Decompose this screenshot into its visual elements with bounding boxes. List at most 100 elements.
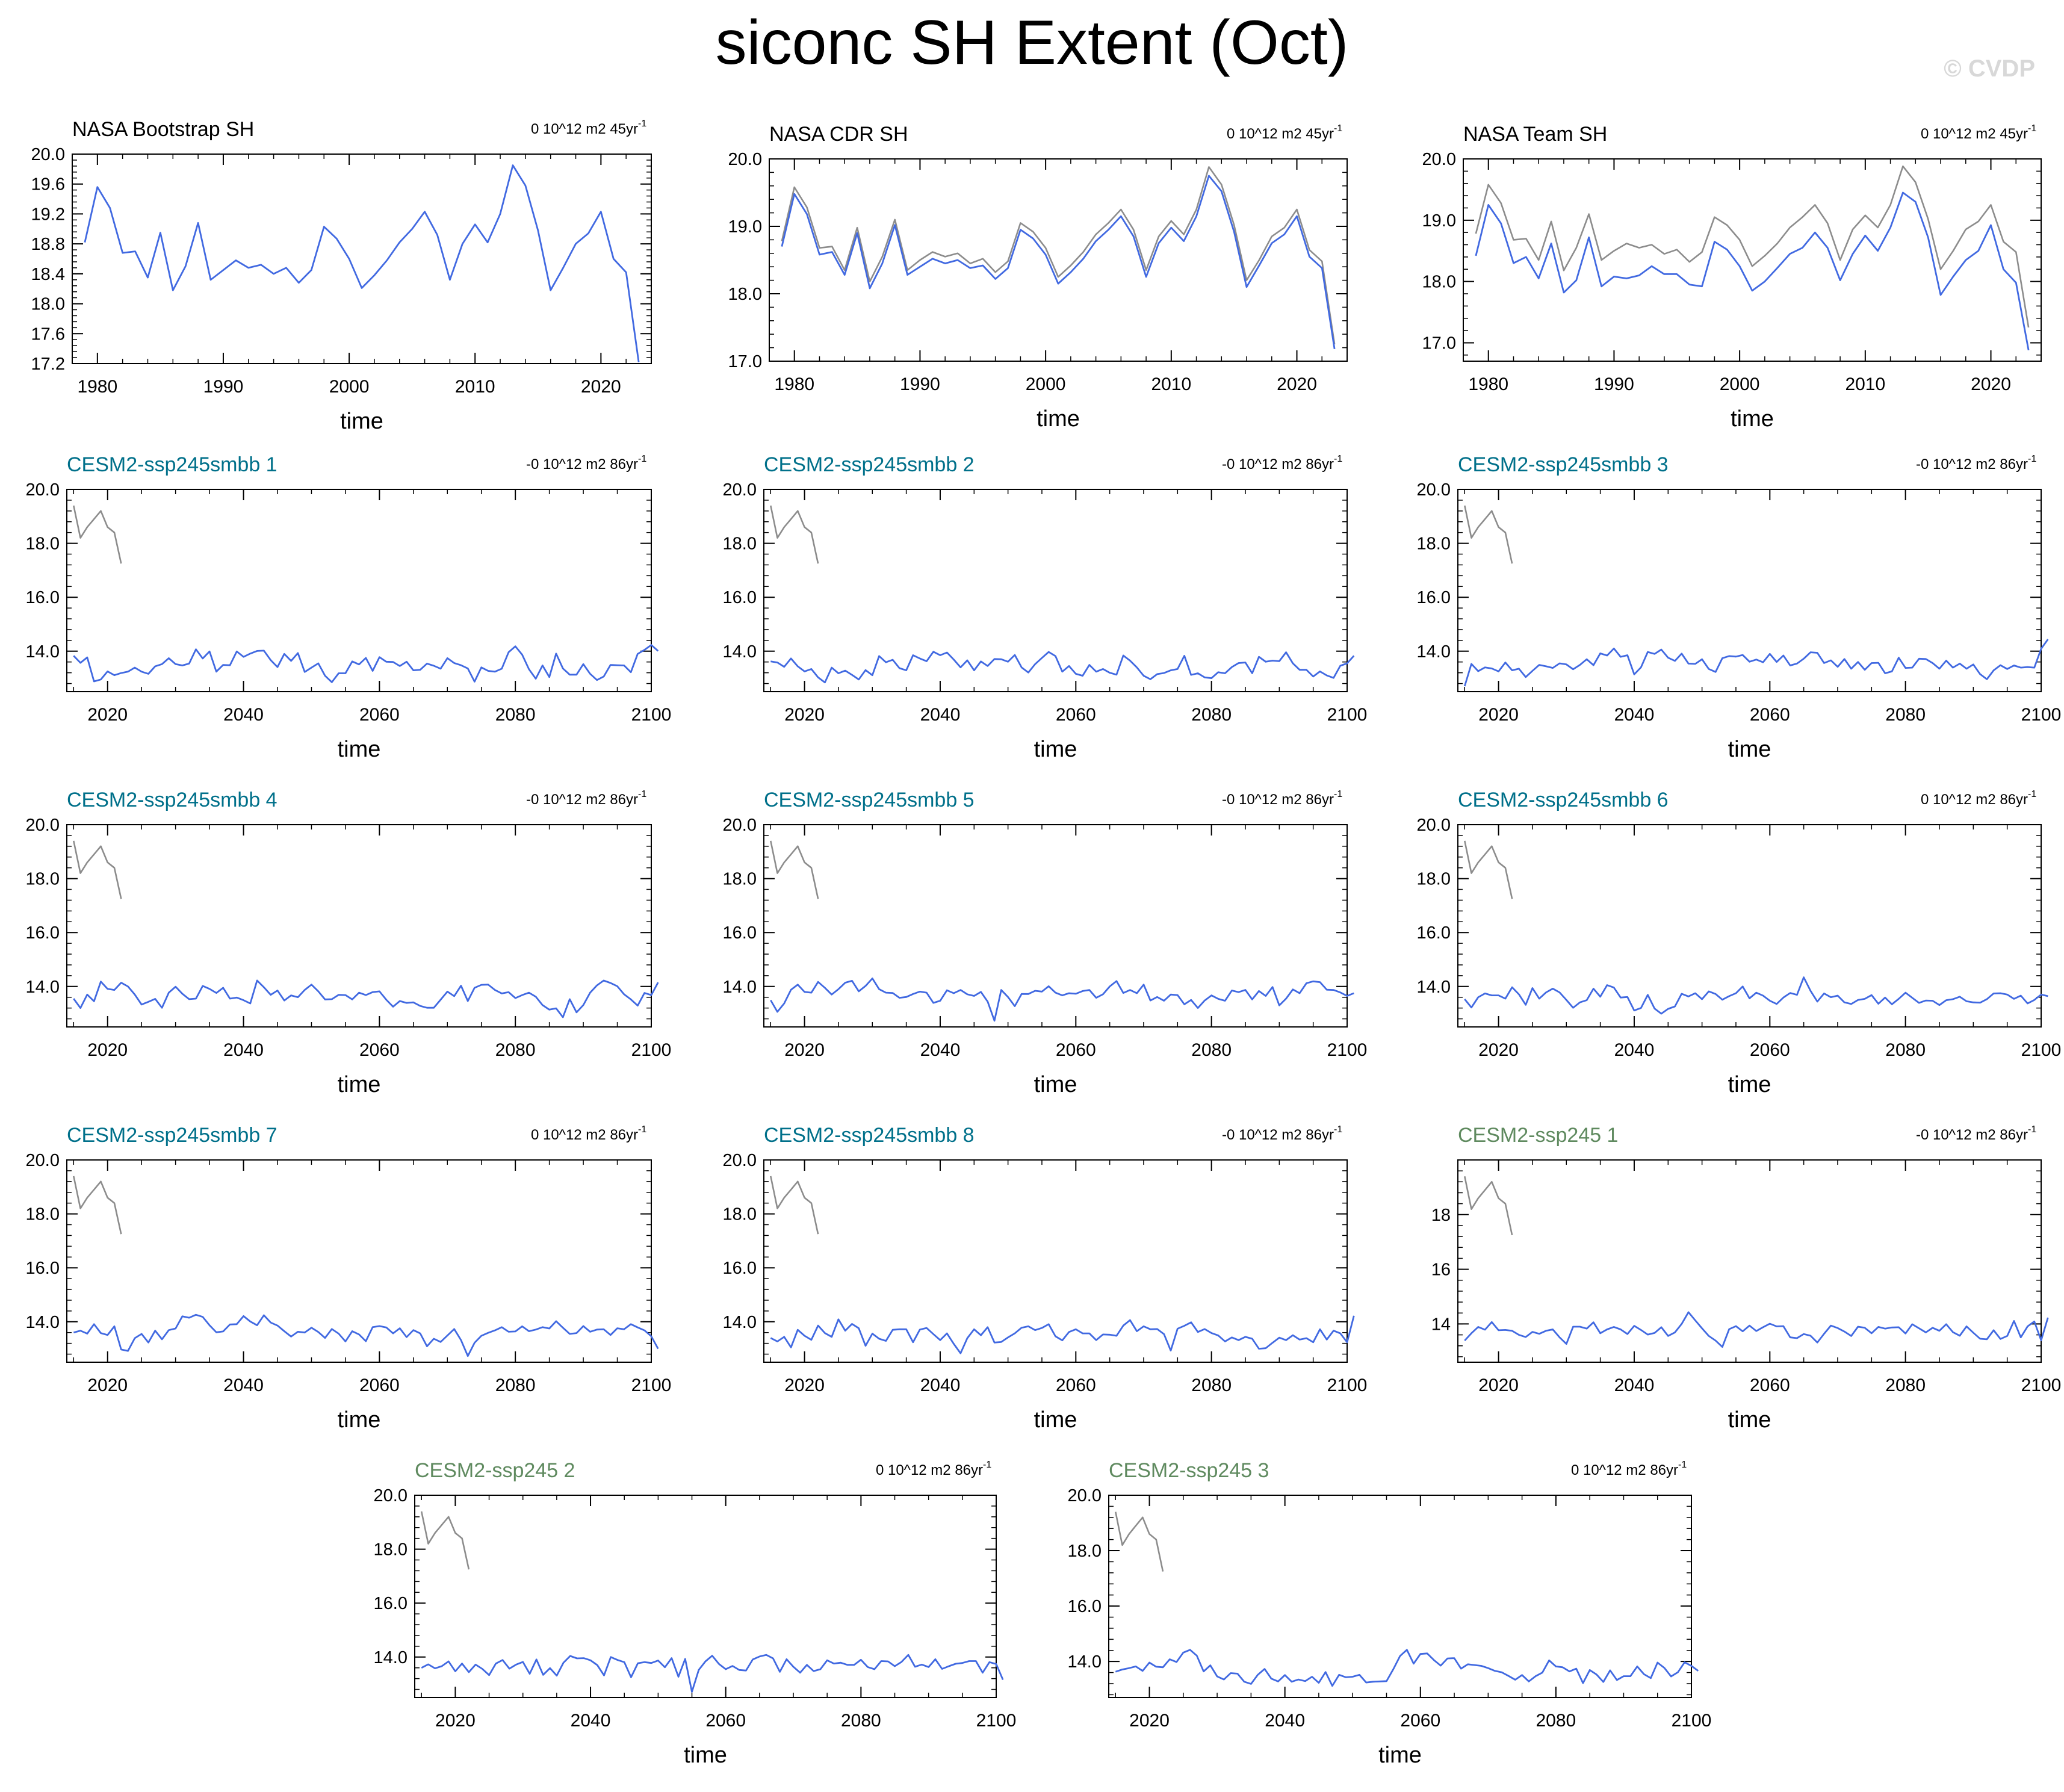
model-series-line bbox=[1464, 976, 2048, 1015]
plot-frame bbox=[1463, 158, 2042, 362]
x-tick-label: 2040 bbox=[1614, 1040, 1655, 1060]
x-tick-label: 2020 bbox=[784, 1375, 825, 1395]
observation-series-line bbox=[1464, 840, 1513, 899]
y-tick-label: 18.0 bbox=[1422, 273, 1456, 292]
x-tick-label: 2080 bbox=[1191, 1375, 1232, 1395]
y-tick-label: 16.0 bbox=[26, 588, 60, 607]
chart-panel: 1980 1990 2000 2010 2020 17.0 18.0 19.0 20.0 NASA… bbox=[728, 123, 1348, 432]
x-axis-label: time bbox=[1728, 1407, 1771, 1433]
y-tick-label: 18.0 bbox=[1417, 870, 1451, 889]
trend-superscript: -1 bbox=[2028, 123, 2036, 134]
panel-title: NASA Team SH bbox=[1463, 123, 1607, 146]
chart-panel: 2020 2040 2060 2080 2100 14.0 16.0 18.0 20.0 CESM… bbox=[723, 789, 1368, 1097]
y-tick-label: 18.0 bbox=[1068, 1542, 1102, 1561]
trend-label: 0 10^12 m2 45yr bbox=[1227, 126, 1334, 142]
x-tick-label: 2100 bbox=[1327, 705, 1368, 725]
y-tick-label: 18.0 bbox=[26, 535, 60, 554]
y-tick-label: 18.8 bbox=[31, 235, 65, 254]
chart-panel: 2020 2040 2060 2080 2100 14.0 16.0 18.0 20.0 CESM… bbox=[26, 453, 672, 762]
y-tick-label: 16.0 bbox=[374, 1594, 408, 1613]
trend-superscript: -1 bbox=[638, 1124, 646, 1135]
y-tick-label: 20.0 bbox=[26, 1151, 60, 1170]
y-tick-label: 18.0 bbox=[723, 535, 757, 554]
x-axis-label: time bbox=[1037, 406, 1080, 432]
y-tick-label: 20.0 bbox=[31, 145, 65, 164]
plot-frame bbox=[66, 489, 652, 692]
observation-series-line bbox=[781, 166, 1336, 345]
chart-panel: 2020 2040 2060 2080 2100 14.0 16.0 18.0 20.0 CESM… bbox=[26, 1124, 672, 1433]
x-tick-label: 2060 bbox=[359, 705, 400, 725]
x-tick-label: 2020 bbox=[87, 1040, 128, 1060]
x-tick-label: 2020 bbox=[87, 1375, 128, 1395]
x-tick-label: 2080 bbox=[1885, 705, 1926, 725]
model-series-line bbox=[1475, 191, 2030, 350]
y-tick-label: 18.0 bbox=[374, 1540, 408, 1560]
y-tick-label: 16.0 bbox=[1068, 1597, 1102, 1616]
panel-title: CESM2-ssp245smbb 6 bbox=[1458, 789, 1669, 811]
trend-superscript: -1 bbox=[1334, 454, 1342, 464]
chart-panel: 2020 2040 2060 2080 2100 14.0 16.0 18.0 20.0 CESM… bbox=[723, 453, 1368, 762]
y-tick-label: 14.0 bbox=[723, 1313, 757, 1332]
x-tick-label: 2040 bbox=[920, 1375, 961, 1395]
x-axis-label: time bbox=[1034, 737, 1077, 762]
y-tick-label: 17.0 bbox=[728, 352, 762, 371]
x-tick-label: 2080 bbox=[1191, 1040, 1232, 1060]
x-tick-label: 2100 bbox=[631, 1375, 672, 1395]
y-tick-label: 20.0 bbox=[1417, 816, 1451, 835]
x-tick-label: 2040 bbox=[223, 1375, 264, 1395]
y-tick-label: 20.0 bbox=[1068, 1486, 1102, 1505]
plot-frame bbox=[414, 1495, 997, 1698]
x-tick-label: 2060 bbox=[1400, 1711, 1440, 1731]
trend-label: -0 10^12 m2 86yr bbox=[1222, 792, 1334, 808]
model-series-line bbox=[770, 651, 1355, 684]
x-tick-label: 2100 bbox=[631, 1040, 672, 1060]
observation-series-line bbox=[1115, 1511, 1164, 1572]
plot-frame bbox=[66, 824, 652, 1028]
trend-label: 0 10^12 m2 45yr bbox=[1921, 126, 2028, 142]
y-tick-label: 20.0 bbox=[723, 816, 757, 835]
x-tick-label: 2060 bbox=[1056, 705, 1096, 725]
y-tick-label: 18 bbox=[1431, 1206, 1451, 1225]
x-tick-label: 2020 bbox=[435, 1711, 476, 1731]
model-series-line bbox=[84, 164, 640, 362]
trend-superscript: -1 bbox=[983, 1460, 991, 1470]
watermark: © CVDP bbox=[1944, 55, 2035, 82]
y-tick-label: 18.0 bbox=[723, 1205, 757, 1224]
y-tick-label: 14.0 bbox=[1068, 1652, 1102, 1672]
x-axis-label: time bbox=[1731, 406, 1774, 432]
y-tick-label: 16.0 bbox=[723, 923, 757, 943]
observation-series-line bbox=[770, 1176, 819, 1235]
figure-title: siconc SH Extent (Oct) bbox=[715, 8, 1349, 78]
x-axis-label: time bbox=[340, 409, 383, 434]
x-tick-label: 2060 bbox=[359, 1375, 400, 1395]
x-tick-label: 2020 bbox=[1129, 1711, 1170, 1731]
trend-label: -0 10^12 m2 86yr bbox=[1222, 1127, 1334, 1143]
y-tick-label: 16.0 bbox=[1417, 923, 1451, 943]
chart-panel: 2020 2040 2060 2080 2100 14.0 16.0 18.0 20.0 CESM… bbox=[1417, 453, 2062, 762]
x-axis-label: time bbox=[1378, 1743, 1422, 1768]
trend-superscript: -1 bbox=[638, 119, 646, 129]
x-tick-label: 2000 bbox=[1720, 374, 1760, 394]
x-axis-label: time bbox=[1034, 1072, 1077, 1097]
x-tick-label: 2040 bbox=[920, 1040, 961, 1060]
x-tick-label: 2060 bbox=[705, 1711, 746, 1731]
x-tick-label: 2000 bbox=[329, 377, 370, 397]
model-series-line bbox=[73, 979, 659, 1018]
x-tick-label: 2100 bbox=[2021, 705, 2062, 725]
trend-label: 0 10^12 m2 86yr bbox=[876, 1462, 983, 1478]
x-tick-label: 2040 bbox=[223, 1040, 264, 1060]
x-axis-label: time bbox=[338, 737, 381, 762]
x-axis-label: time bbox=[1728, 737, 1771, 762]
observation-series-line bbox=[73, 840, 122, 899]
x-axis-label: time bbox=[684, 1743, 727, 1768]
x-tick-label: 2080 bbox=[495, 1375, 536, 1395]
y-tick-label: 18.0 bbox=[728, 285, 762, 304]
chart-panel: 2020 2040 2060 2080 2100 14.0 16.0 18.0 20.0 CESM… bbox=[1417, 789, 2062, 1097]
y-tick-label: 16 bbox=[1431, 1260, 1451, 1280]
y-tick-label: 20.0 bbox=[374, 1486, 408, 1505]
y-tick-label: 16.0 bbox=[1417, 588, 1451, 607]
x-tick-label: 2100 bbox=[976, 1711, 1017, 1731]
observation-series-line bbox=[420, 1511, 470, 1570]
y-tick-label: 17.0 bbox=[1422, 333, 1456, 353]
